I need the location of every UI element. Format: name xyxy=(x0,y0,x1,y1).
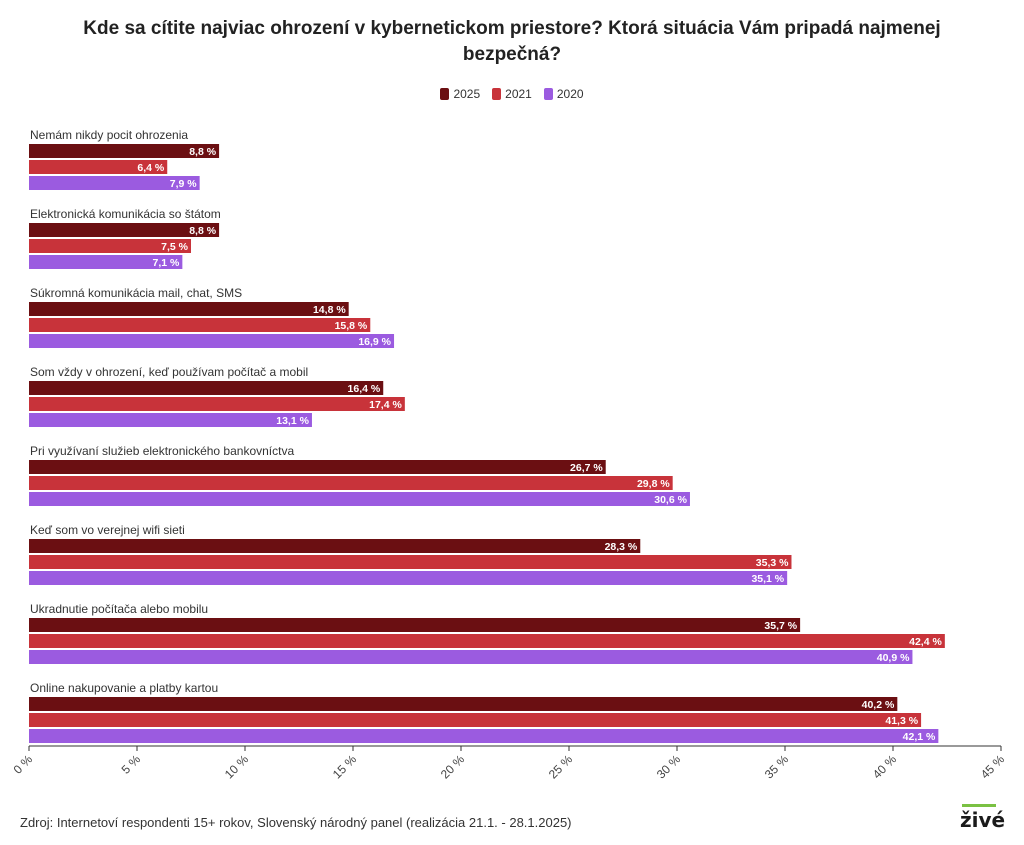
bar-2020 xyxy=(29,650,913,664)
category-label: Pri využívaní služieb elektronického ban… xyxy=(30,444,294,458)
data-label: 8,8 % xyxy=(189,225,217,237)
bar-2020 xyxy=(29,334,395,348)
data-label: 30,6 % xyxy=(654,494,687,506)
x-tick-label: 20 % xyxy=(438,752,467,781)
bar-2020 xyxy=(29,492,690,506)
data-label: 14,8 % xyxy=(313,304,346,316)
logo-text: živé xyxy=(960,808,1006,832)
data-label: 7,5 % xyxy=(161,241,189,253)
legend-swatch-2020 xyxy=(543,88,553,100)
data-label: 8,8 % xyxy=(189,146,217,158)
bar-2020 xyxy=(29,413,312,427)
chart-title: Kde sa cítite najviac ohrození v kyberne… xyxy=(83,18,941,65)
x-tick-label: 10 % xyxy=(222,752,251,781)
data-label: 42,4 % xyxy=(909,636,942,648)
legend-label-2020: 2020 xyxy=(556,87,584,101)
x-tick-label: 15 % xyxy=(330,752,359,781)
data-label: 16,4 % xyxy=(348,383,381,395)
data-label: 35,1 % xyxy=(751,573,784,585)
category-label: Elektronická komunikácia so štátom xyxy=(30,207,221,221)
bar-2021 xyxy=(29,634,945,648)
data-label: 41,3 % xyxy=(885,715,918,727)
data-label: 26,7 % xyxy=(570,462,603,474)
bar-2025 xyxy=(29,144,220,158)
data-label: 13,1 % xyxy=(276,415,309,427)
category-label: Som vždy v ohrození, keď používam počíta… xyxy=(30,365,308,379)
bar-2025 xyxy=(29,618,801,632)
legend-swatch-2021 xyxy=(492,88,502,100)
bar-2021 xyxy=(29,555,792,569)
data-label: 40,2 % xyxy=(862,699,895,711)
category-label: Súkromná komunikácia mail, chat, SMS xyxy=(30,286,242,300)
category-label: Keď som vo verejnej wifi sieti xyxy=(30,523,185,537)
bar-2025 xyxy=(29,697,898,711)
bar-2021 xyxy=(29,397,405,411)
bar-2025 xyxy=(29,223,220,237)
bar-2020 xyxy=(29,729,939,743)
data-label: 16,9 % xyxy=(358,336,391,348)
category-label: Ukradnutie počítača alebo mobilu xyxy=(30,602,208,616)
data-label: 35,3 % xyxy=(756,557,789,569)
bar-2021 xyxy=(29,476,673,490)
data-label: 7,1 % xyxy=(153,257,181,269)
legend-item-2021[interactable]: 2021 xyxy=(492,87,532,101)
data-label: 35,7 % xyxy=(764,620,797,632)
bar-2025 xyxy=(29,381,384,395)
x-tick-label: 35 % xyxy=(762,752,791,781)
data-label: 17,4 % xyxy=(369,399,402,411)
bar-2020 xyxy=(29,255,183,269)
bar-2021 xyxy=(29,239,191,253)
legend-item-2025[interactable]: 2025 xyxy=(440,87,480,101)
legend-label-2025: 2025 xyxy=(453,87,481,101)
bar-2020 xyxy=(29,176,200,190)
legend-item-2020[interactable]: 2020 xyxy=(543,87,584,101)
data-label: 29,8 % xyxy=(637,478,670,490)
data-label: 15,8 % xyxy=(335,320,368,332)
x-tick-label: 0 % xyxy=(11,752,36,777)
bar-2021 xyxy=(29,160,168,174)
logo-accent-bar xyxy=(962,804,996,807)
x-tick-label: 45 % xyxy=(978,752,1007,781)
bar-2025 xyxy=(29,460,606,474)
bar-2021 xyxy=(29,318,371,332)
bar-2020 xyxy=(29,571,788,585)
data-label: 6,4 % xyxy=(137,162,165,174)
category-label: Nemám nikdy pocit ohrozenia xyxy=(30,128,188,142)
legend-swatch-2025 xyxy=(440,88,450,100)
bar-2025 xyxy=(29,539,641,553)
x-tick-label: 40 % xyxy=(870,752,899,781)
data-label: 42,1 % xyxy=(903,731,936,743)
source-note: Zdroj: Internetoví respondenti 15+ rokov… xyxy=(20,815,572,830)
x-tick-label: 5 % xyxy=(119,752,144,777)
category-label: Online nakupovanie a platby kartou xyxy=(30,681,218,695)
legend-label-2021: 2021 xyxy=(505,87,532,101)
zive-logo: živé xyxy=(960,804,1006,832)
data-label: 40,9 % xyxy=(877,652,910,664)
bar-2025 xyxy=(29,302,349,316)
data-label: 7,9 % xyxy=(170,178,198,190)
x-tick-label: 25 % xyxy=(546,752,575,781)
data-label: 28,3 % xyxy=(605,541,638,553)
chart-legend: 2025 2021 2020 xyxy=(0,87,1024,101)
x-tick-label: 30 % xyxy=(654,752,683,781)
bar-2021 xyxy=(29,713,922,727)
